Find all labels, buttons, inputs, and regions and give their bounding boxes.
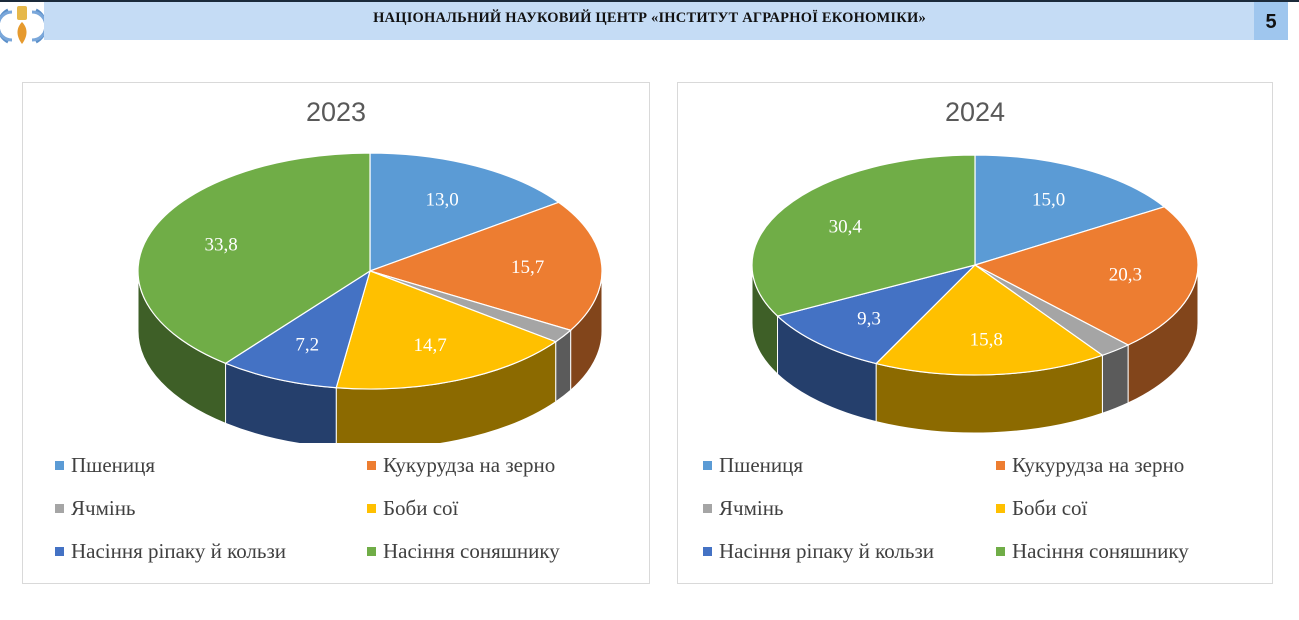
pie-slice-sunflower: [137, 152, 371, 365]
institute-emblem-icon: [0, 2, 48, 46]
pie-chart-2023: 13,0 15,7 14,7 7,2 33,8: [137, 152, 603, 443]
legend-item: Насіння соняшнику: [367, 539, 560, 564]
chart-panel-2023: 2023 13,0 15,7 14,7 7,2 33,8 Пшениця Кукурудз…: [22, 82, 650, 584]
chart-title: 2023: [305, 97, 367, 127]
pie-slice-wheat: [974, 154, 1166, 266]
legend-item: Кукурудза на зерно: [996, 453, 1184, 478]
legend-swatch: [55, 461, 64, 470]
chart-title: 2024: [944, 97, 1006, 127]
pie-slice-soy: [874, 264, 1104, 376]
legend-item: Кукурудза на зерно: [367, 453, 555, 478]
top-border: [0, 0, 1299, 2]
legend-label: Насіння ріпаку й кользи: [71, 539, 287, 563]
data-label: 15,0: [1032, 190, 1065, 211]
legend-label: Боби сої: [383, 496, 459, 520]
legend-label: Кукурудза на зерно: [1012, 453, 1185, 477]
data-label: 15,7: [511, 257, 544, 278]
legend-swatch: [996, 504, 1005, 513]
legend-item: Ячмінь: [703, 496, 784, 521]
legend-label: Насіння ріпаку й кользи: [719, 539, 935, 563]
legend-item: Боби сої: [367, 496, 458, 521]
legend-label: Насіння соняшнику: [1012, 539, 1189, 563]
pie-slice-corn: [368, 201, 603, 331]
page-number: 5: [1254, 2, 1288, 40]
legend-label: Пшениця: [71, 453, 156, 477]
legend-label: Ячмінь: [71, 496, 136, 520]
legend-item: Насіння ріпаку й кользи: [703, 539, 934, 564]
legend-item: Пшениця: [55, 453, 155, 478]
legend-swatch: [703, 547, 712, 556]
legend-swatch: [996, 461, 1005, 470]
slide-header: НАЦІОНАЛЬНИЙ НАУКОВИЙ ЦЕНТР «ІНСТИТУТ АГ…: [44, 2, 1255, 40]
pie-slice-rapeseed: [776, 263, 977, 365]
data-label: 15,8: [970, 330, 1003, 351]
legend-swatch: [367, 504, 376, 513]
pie-side-barley: [1101, 344, 1129, 414]
legend-label: Пшениця: [719, 453, 804, 477]
legend-item: Пшениця: [703, 453, 803, 478]
page-title: НАЦІОНАЛЬНИЙ НАУКОВИЙ ЦЕНТР «ІНСТИТУТ АГ…: [373, 10, 926, 26]
legend-swatch: [55, 504, 64, 513]
data-label: 14,7: [413, 335, 446, 356]
legend-swatch: [996, 547, 1005, 556]
pie-chart-2024: 15,0 20,3 15,8 9,3 30,4: [751, 154, 1199, 434]
pie-side-barley: [555, 329, 572, 403]
data-label: 13,0: [426, 190, 459, 211]
pie-slice-wheat: [369, 152, 560, 272]
data-label: 30,4: [829, 216, 863, 237]
legend-swatch: [703, 461, 712, 470]
legend-item: Ячмінь: [55, 496, 136, 521]
data-label: 20,3: [1109, 265, 1142, 286]
legend-label: Кукурудза на зерно: [383, 453, 556, 477]
pie-slice-sunflower: [751, 154, 976, 317]
data-label: 33,8: [204, 235, 237, 256]
data-label: 9,3: [857, 309, 881, 330]
legend-swatch: [703, 504, 712, 513]
legend-item: Боби сої: [996, 496, 1087, 521]
legend-swatch: [55, 547, 64, 556]
pie-slice-soy: [335, 270, 557, 390]
legend-swatch: [367, 547, 376, 556]
pie-slice-rapeseed: [224, 269, 372, 389]
legend-swatch: [367, 461, 376, 470]
legend-label: Ячмінь: [719, 496, 784, 520]
legend-label: Насіння соняшнику: [383, 539, 560, 563]
legend-item: Насіння ріпаку й кользи: [55, 539, 286, 564]
chart-panel-2024: 2024 15,0 20,3 15,8 9,3 30,4 Пшениця Кукурудз…: [677, 82, 1273, 584]
data-label: 7,2: [295, 335, 319, 356]
legend-item: Насіння соняшнику: [996, 539, 1189, 564]
pie-slice-corn: [973, 206, 1199, 346]
legend-label: Боби сої: [1012, 496, 1088, 520]
